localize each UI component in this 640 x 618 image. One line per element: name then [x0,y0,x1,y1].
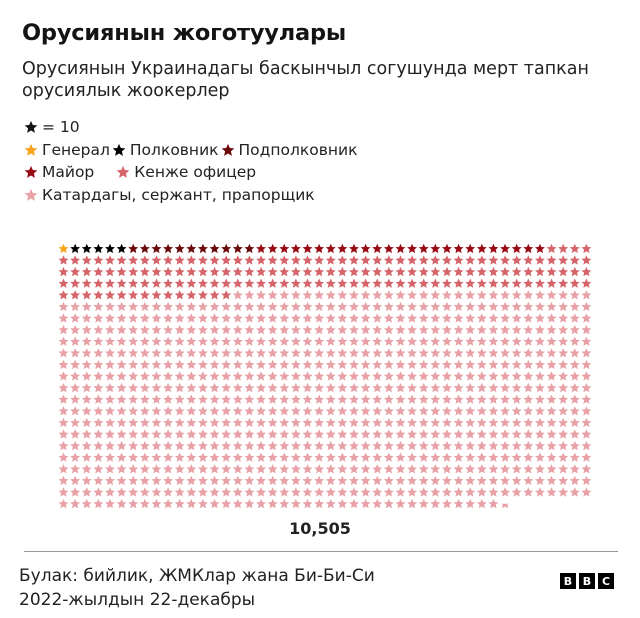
star-icon [112,143,126,156]
date-text: 2022-жылдын 22-декабры [19,590,256,610]
total-label: 10,505 [289,519,351,538]
legend-item-colonel: Полковник [112,139,219,162]
star-icon [116,166,130,179]
source-text: Булак: бийлик, ЖМКлар жана Би-Би-Си [19,566,375,586]
chart-subtitle: Орусиянын Украинадагы баскынчыл согушунд… [22,59,589,101]
legend-item-lt-colonel: Подполковник [221,139,357,162]
star-icon [24,121,38,134]
legend: = 10 Генерал Полковник Подполковник Майо… [24,116,359,206]
pictogram-grid [58,243,592,509]
star-icon [24,188,38,201]
legend-item-junior-officer: Кенже офицер [116,161,256,184]
legend-item-enlisted: Катардагы, сержант, прапорщик [24,184,315,207]
divider [24,551,618,552]
source-note: Булак: бийлик, ЖМКлар жана Би-Би-Си 2022… [19,564,375,612]
bbc-logo: B B C [560,573,614,589]
chart-title: Орусиянын жоготуулары [22,20,347,46]
legend-item-general: Генерал [24,139,110,162]
legend-item-major: Майор [24,161,94,184]
star-icon [221,143,234,156]
legend-unit: = 10 [24,116,359,139]
star-icon [24,143,38,156]
legend-unit-label: = 10 [42,118,80,136]
star-icon [24,166,38,179]
